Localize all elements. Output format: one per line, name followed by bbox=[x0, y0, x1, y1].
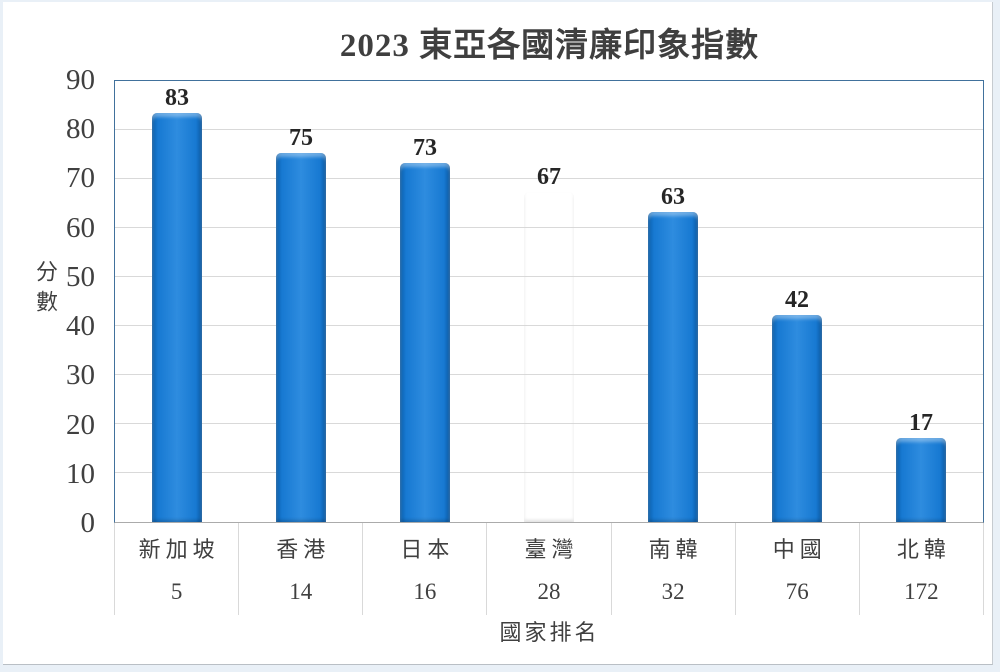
rank-label: 28 bbox=[537, 579, 561, 604]
category-label: 臺灣 bbox=[524, 537, 579, 562]
category-cell: 新加坡 5 bbox=[115, 523, 240, 615]
bar-2 bbox=[400, 162, 450, 522]
category-label: 日本 bbox=[400, 537, 455, 562]
bar-value-label: 83 bbox=[165, 85, 189, 112]
category-cell: 北韓 172 bbox=[860, 523, 984, 615]
gridline bbox=[115, 472, 983, 473]
gridline bbox=[115, 129, 983, 130]
gridline bbox=[115, 423, 983, 424]
rank-label: 32 bbox=[661, 579, 685, 604]
category-label: 南韓 bbox=[648, 537, 703, 562]
bar-value-label: 42 bbox=[785, 287, 809, 314]
chart-title: 2023 東亞各國清廉印象指數 bbox=[339, 28, 760, 64]
chart-surface: 2023 東亞各國清廉印象指數 分數 0 10 20 30 40 50 60 70 80 90 8… bbox=[3, 2, 993, 665]
rank-label: 172 bbox=[904, 579, 939, 604]
y-axis-ticks: 0 10 20 30 40 50 60 70 80 90 bbox=[3, 65, 95, 538]
x-axis-title: 國家排名 bbox=[499, 620, 600, 645]
category-label: 中國 bbox=[772, 537, 827, 562]
ytick-label: 10 bbox=[66, 457, 95, 490]
bar-5 bbox=[772, 315, 822, 522]
bar-1 bbox=[276, 152, 326, 522]
bar-value-label: 67 bbox=[537, 164, 561, 191]
gridline bbox=[115, 325, 983, 326]
rank-label: 16 bbox=[413, 579, 437, 604]
plot-area: 83 75 73 67 63 42 17 bbox=[114, 80, 984, 523]
x-axis-area: 新加坡 5 香港 14 日本 16 臺灣 28 南韓 32 中國 76 北韓 172 bbox=[114, 523, 984, 615]
ytick-label: 70 bbox=[66, 162, 95, 195]
ytick-label: 20 bbox=[66, 408, 95, 441]
bar-value-label: 63 bbox=[661, 183, 685, 210]
ytick-label: 50 bbox=[66, 260, 95, 293]
gridline bbox=[115, 374, 983, 376]
rank-label: 5 bbox=[170, 579, 183, 604]
gridline bbox=[115, 276, 983, 277]
bar-4 bbox=[648, 211, 698, 522]
category-cell: 香港 14 bbox=[239, 523, 364, 615]
category-label: 新加坡 bbox=[138, 537, 220, 562]
bar-value-label: 73 bbox=[413, 134, 437, 161]
ytick-label: 60 bbox=[66, 211, 95, 244]
rank-label: 76 bbox=[785, 579, 809, 604]
gridline bbox=[115, 178, 983, 179]
ytick-label: 40 bbox=[66, 310, 95, 343]
bar-6 bbox=[896, 438, 946, 522]
category-cell: 南韓 32 bbox=[612, 523, 736, 615]
gridline bbox=[115, 227, 983, 229]
bar-value-label: 17 bbox=[909, 410, 933, 437]
ytick-label: 30 bbox=[66, 359, 95, 392]
category-label: 北韓 bbox=[896, 537, 951, 562]
ytick-label: 0 bbox=[80, 507, 96, 539]
category-cell: 中國 76 bbox=[736, 523, 860, 615]
rank-label: 14 bbox=[289, 579, 313, 604]
y-axis-title: 分數 bbox=[33, 260, 58, 320]
category-cell: 臺灣 28 bbox=[487, 523, 612, 615]
category-label: 香港 bbox=[276, 537, 331, 562]
ytick-label: 90 bbox=[66, 64, 95, 96]
bar-0 bbox=[152, 113, 202, 522]
category-cell: 日本 16 bbox=[363, 523, 488, 615]
bar-value-label: 75 bbox=[289, 124, 313, 151]
ytick-label: 80 bbox=[66, 113, 95, 146]
bar-highlight bbox=[524, 192, 574, 522]
